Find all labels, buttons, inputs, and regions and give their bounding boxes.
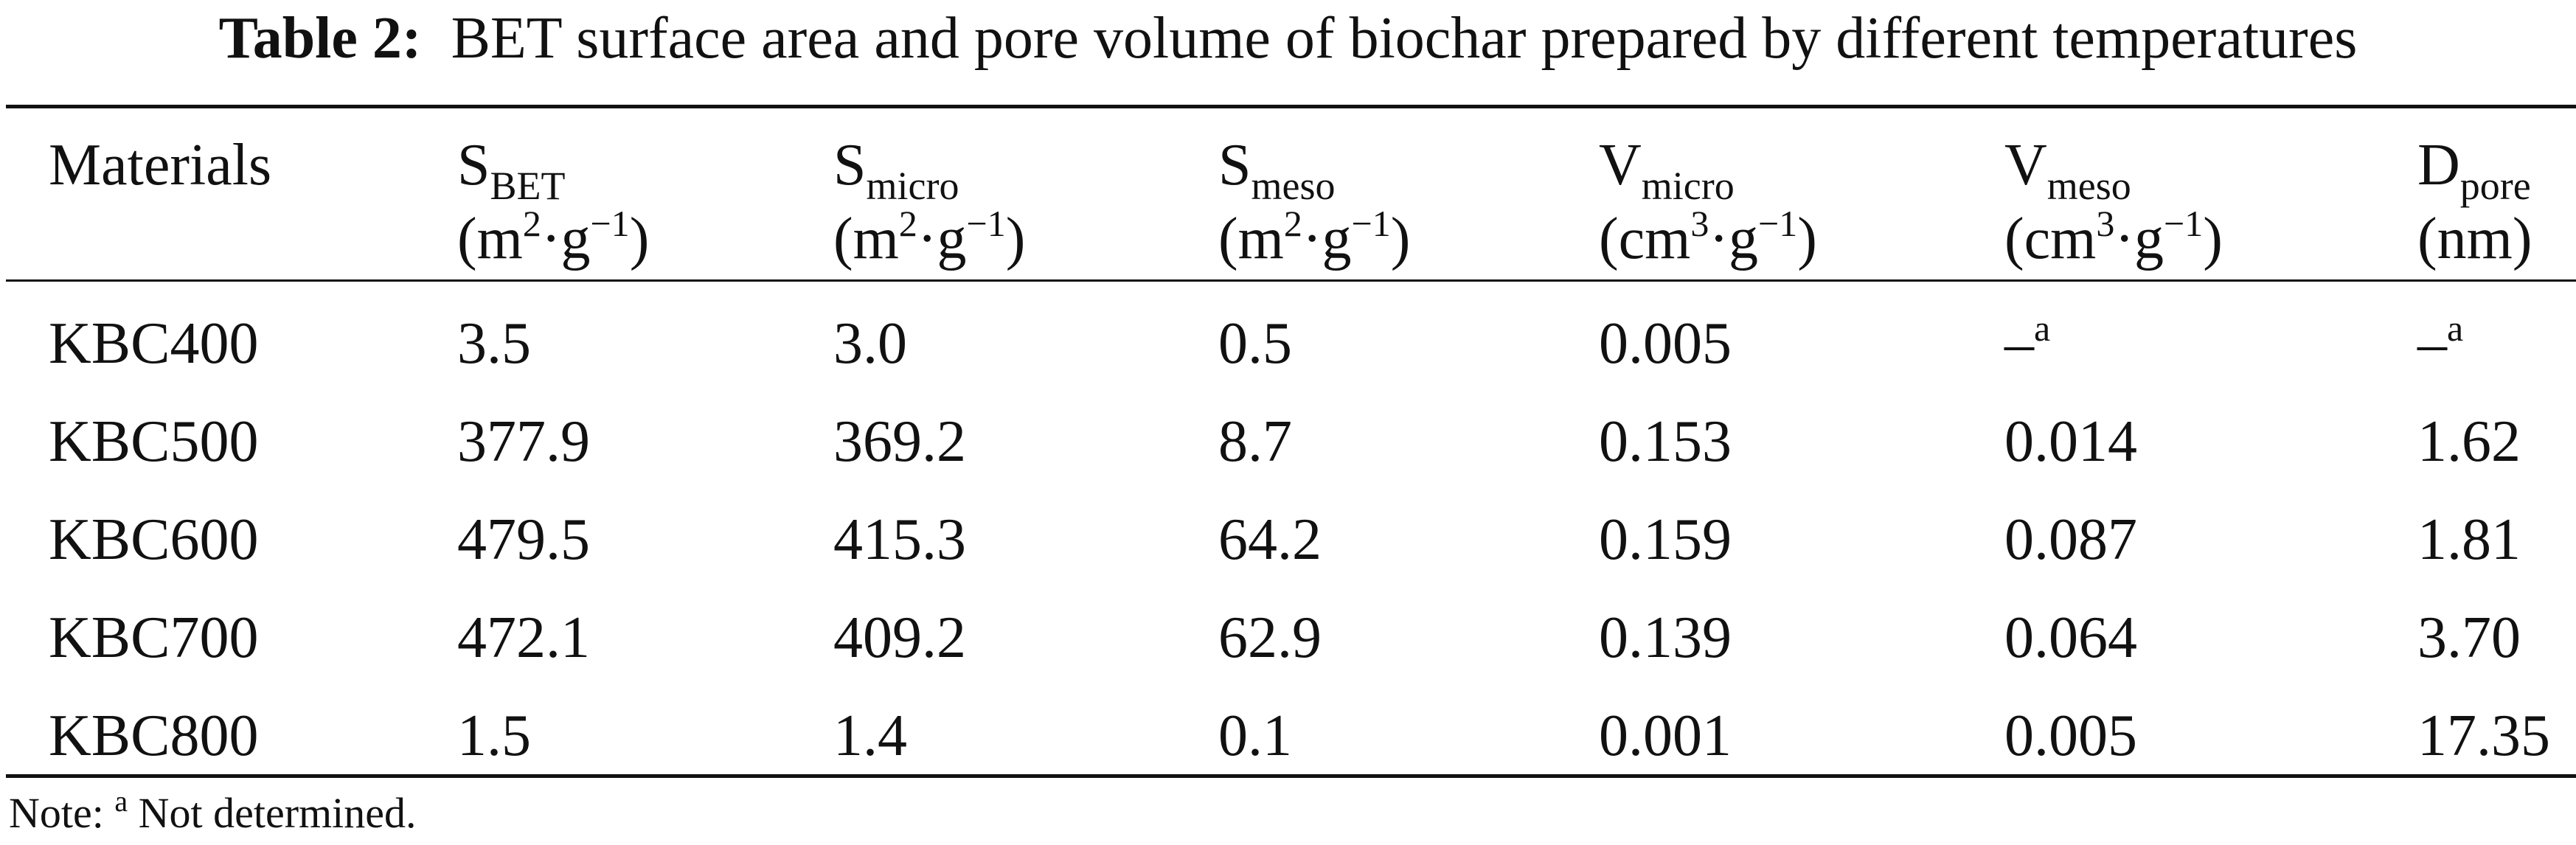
cell-s-meso: 0.1 <box>1218 703 1292 768</box>
table-row-material: KBC400 <box>49 311 259 376</box>
header-s-micro: Smicro (m2·g−1) <box>833 133 1026 271</box>
cell-s-meso: 64.2 <box>1218 507 1322 572</box>
cell-s-micro: 415.3 <box>833 507 966 572</box>
cell-d-pore: 17.35 <box>2417 703 2550 768</box>
header-s-bet: SBET (m2·g−1) <box>457 133 650 271</box>
cell-s-meso: 0.5 <box>1218 311 1292 376</box>
cell-v-micro: 0.153 <box>1599 409 1732 474</box>
cell-s-bet: 377.9 <box>457 409 590 474</box>
cell-d-pore: 1.62 <box>2417 409 2521 474</box>
cell-s-micro: 1.4 <box>833 703 907 768</box>
header-d-pore: Dpore (nm) <box>2417 133 2532 271</box>
cell-s-micro: 369.2 <box>833 409 966 474</box>
header-s-meso: Smeso (m2·g−1) <box>1218 133 1411 271</box>
bottom-rule <box>6 774 2576 778</box>
table-note: Note: a Not determined. <box>9 785 417 837</box>
cell-v-meso: 0.087 <box>2004 507 2137 572</box>
table-row-material: KBC600 <box>49 507 259 572</box>
cell-s-bet: 1.5 <box>457 703 531 768</box>
cell-s-bet: 479.5 <box>457 507 590 572</box>
table-label: Table 2: <box>218 6 422 71</box>
cell-s-meso: 8.7 <box>1218 409 1292 474</box>
table-title: BET surface area and pore volume of bioc… <box>451 6 2358 71</box>
table-caption: Table 2: BET surface area and pore volum… <box>0 0 2576 88</box>
cell-s-bet: 3.5 <box>457 311 531 376</box>
table-row-material: KBC700 <box>49 605 259 670</box>
table-row-material: KBC800 <box>49 703 259 768</box>
cell-v-meso: –a <box>2004 307 2051 376</box>
cell-v-meso: 0.064 <box>2004 605 2137 670</box>
header-materials: Materials <box>49 133 272 198</box>
header-rule <box>6 279 2576 282</box>
cell-v-micro: 0.005 <box>1599 311 1732 376</box>
cell-v-meso: 0.014 <box>2004 409 2137 474</box>
cell-d-pore: 3.70 <box>2417 605 2521 670</box>
header-v-meso: Vmeso (cm3·g−1) <box>2004 133 2223 271</box>
cell-v-micro: 0.001 <box>1599 703 1732 768</box>
cell-v-micro: 0.139 <box>1599 605 1732 670</box>
top-rule <box>6 105 2576 108</box>
table-row-material: KBC500 <box>49 409 259 474</box>
cell-d-pore: –a <box>2417 307 2464 376</box>
cell-s-meso: 62.9 <box>1218 605 1322 670</box>
cell-s-micro: 3.0 <box>833 311 907 376</box>
cell-s-bet: 472.1 <box>457 605 590 670</box>
header-v-micro: Vmicro (cm3·g−1) <box>1599 133 1817 271</box>
cell-v-meso: 0.005 <box>2004 703 2137 768</box>
cell-v-micro: 0.159 <box>1599 507 1732 572</box>
cell-d-pore: 1.81 <box>2417 507 2521 572</box>
cell-s-micro: 409.2 <box>833 605 966 670</box>
